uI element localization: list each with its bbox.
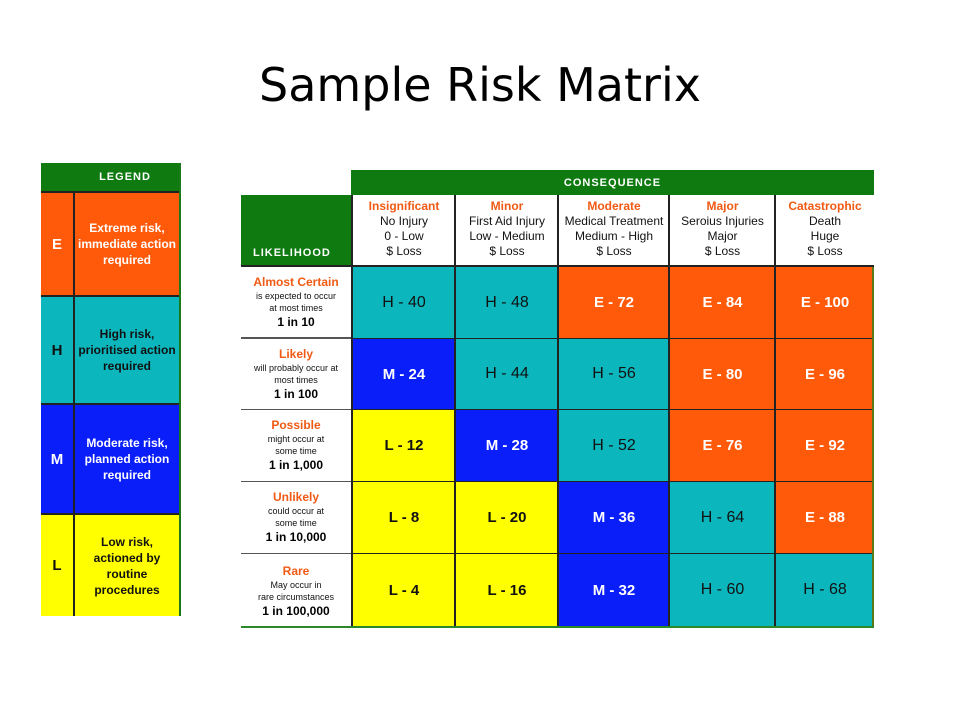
risk-cell: H - 60 xyxy=(668,554,775,628)
row-name: Rare xyxy=(282,563,310,578)
column-loss-label: $ Loss xyxy=(489,244,525,258)
column-injury: No Injury xyxy=(379,214,429,228)
risk-cell: H - 68 xyxy=(774,554,874,628)
row-description: will probably occur at xyxy=(253,362,339,373)
risk-cell: M - 32 xyxy=(557,554,669,628)
legend: LEGEND E Extreme risk, immediate action … xyxy=(41,163,181,616)
column-header-major: Major Seroius Injuries Major $ Loss xyxy=(668,195,775,267)
column-header-moderate: Moderate Medical Treatment Medium - High… xyxy=(557,195,669,267)
risk-cell: E - 80 xyxy=(668,339,775,411)
row-frequency: 1 in 10 xyxy=(277,314,315,329)
column-loss-level: Huge xyxy=(810,229,840,243)
legend-code: M xyxy=(41,405,75,513)
column-loss-label: $ Loss xyxy=(596,244,632,258)
row-header-almost-certain: Almost Certain is expected to occur at m… xyxy=(241,267,351,339)
row-description: rare circumstances xyxy=(257,591,335,602)
legend-header: LEGEND xyxy=(41,163,179,193)
column-name: Catastrophic xyxy=(788,199,862,213)
column-loss-level: 0 - Low xyxy=(384,229,424,243)
legend-code: L xyxy=(41,515,75,616)
column-loss-label: $ Loss xyxy=(807,244,843,258)
risk-cell: H - 40 xyxy=(351,267,455,340)
column-name: Minor xyxy=(490,199,524,213)
column-header-insignificant: Insignificant No Injury 0 - Low $ Loss xyxy=(351,195,455,267)
row-description: at most times xyxy=(269,302,323,313)
column-loss-level: Medium - High xyxy=(574,229,654,243)
legend-item-high: H High risk, prioritised action required xyxy=(41,297,179,405)
row-description: most times xyxy=(274,374,318,385)
column-loss-level: Major xyxy=(707,229,738,243)
row-frequency: 1 in 100,000 xyxy=(262,603,330,618)
risk-cell: M - 24 xyxy=(351,339,455,411)
row-description: might occur at xyxy=(267,434,325,444)
row-description: some time xyxy=(275,518,317,528)
legend-code: E xyxy=(41,193,75,295)
risk-cell: H - 44 xyxy=(454,339,558,411)
risk-cell: M - 36 xyxy=(557,482,669,555)
legend-description: Moderate risk, planned action required xyxy=(84,436,170,482)
matrix-border xyxy=(872,267,874,628)
row-name: Possible xyxy=(271,418,321,432)
likelihood-header: LIKELIHOOD xyxy=(241,195,351,267)
column-name: Major xyxy=(706,199,739,213)
column-name: Moderate xyxy=(587,199,641,213)
column-loss-label: $ Loss xyxy=(386,244,422,258)
risk-cell: L - 20 xyxy=(454,482,558,555)
risk-cell: E - 100 xyxy=(774,267,874,340)
legend-item-low: L Low risk, actioned by routine procedur… xyxy=(41,515,179,616)
risk-cell: E - 76 xyxy=(668,410,775,483)
slide-title: Sample Risk Matrix xyxy=(259,58,701,112)
risk-cell: H - 48 xyxy=(454,267,558,340)
risk-cell: E - 96 xyxy=(774,339,874,411)
risk-cell: L - 8 xyxy=(351,482,455,555)
row-name: Almost Certain xyxy=(253,274,339,289)
column-header-catastrophic: Catastrophic Death Huge $ Loss xyxy=(774,195,874,267)
column-header-minor: Minor First Aid Injury Low - Medium $ Lo… xyxy=(454,195,558,267)
row-description: some time xyxy=(275,446,317,456)
risk-cell: E - 92 xyxy=(774,410,874,483)
legend-description: High risk, prioritised action required xyxy=(78,327,176,373)
legend-item-extreme: E Extreme risk, immediate action require… xyxy=(41,193,179,297)
row-frequency: 1 in 10,000 xyxy=(265,530,327,544)
row-header-rare: Rare May occur in rare circumstances 1 i… xyxy=(241,554,351,628)
column-loss-label: $ Loss xyxy=(704,244,741,258)
consequence-header: CONSEQUENCE xyxy=(351,170,874,195)
row-name: Likely xyxy=(278,346,314,361)
risk-cell: M - 28 xyxy=(454,410,558,483)
risk-cell: H - 56 xyxy=(557,339,669,411)
row-name: Unlikely xyxy=(272,490,320,504)
row-header-unlikely: Unlikely could occur at some time 1 in 1… xyxy=(241,482,351,555)
risk-matrix: CONSEQUENCE LIKELIHOOD Insignificant No … xyxy=(241,170,874,628)
row-frequency: 1 in 1,000 xyxy=(268,458,324,472)
row-header-possible: Possible might occur at some time 1 in 1… xyxy=(241,410,351,483)
row-header-likely: Likely will probably occur at most times… xyxy=(241,339,351,411)
column-injury: First Aid Injury xyxy=(468,214,546,228)
risk-cell: L - 4 xyxy=(351,554,455,628)
legend-code: H xyxy=(41,297,75,403)
column-injury: Death xyxy=(808,214,842,228)
row-description: could occur at xyxy=(267,506,325,516)
risk-cell: L - 16 xyxy=(454,554,558,628)
matrix-border xyxy=(241,626,874,628)
risk-cell: E - 84 xyxy=(668,267,775,340)
row-frequency: 1 in 100 xyxy=(273,386,319,401)
risk-cell: H - 52 xyxy=(557,410,669,483)
column-injury: Medical Treatment xyxy=(564,214,664,228)
row-description: is expected to occur xyxy=(255,290,337,301)
risk-cell: E - 72 xyxy=(557,267,669,340)
risk-cell: E - 88 xyxy=(774,482,874,555)
legend-description: Low risk, actioned by routine procedures xyxy=(93,534,161,597)
legend-item-moderate: M Moderate risk, planned action required xyxy=(41,405,179,515)
column-loss-level: Low - Medium xyxy=(469,229,545,243)
risk-cell: H - 64 xyxy=(668,482,775,555)
column-name: Insignificant xyxy=(368,199,440,213)
legend-description: Extreme risk, immediate action required xyxy=(77,221,177,267)
row-description: May occur in xyxy=(270,579,322,590)
risk-cell: L - 12 xyxy=(351,410,455,483)
column-injury: Seroius Injuries xyxy=(681,214,764,228)
